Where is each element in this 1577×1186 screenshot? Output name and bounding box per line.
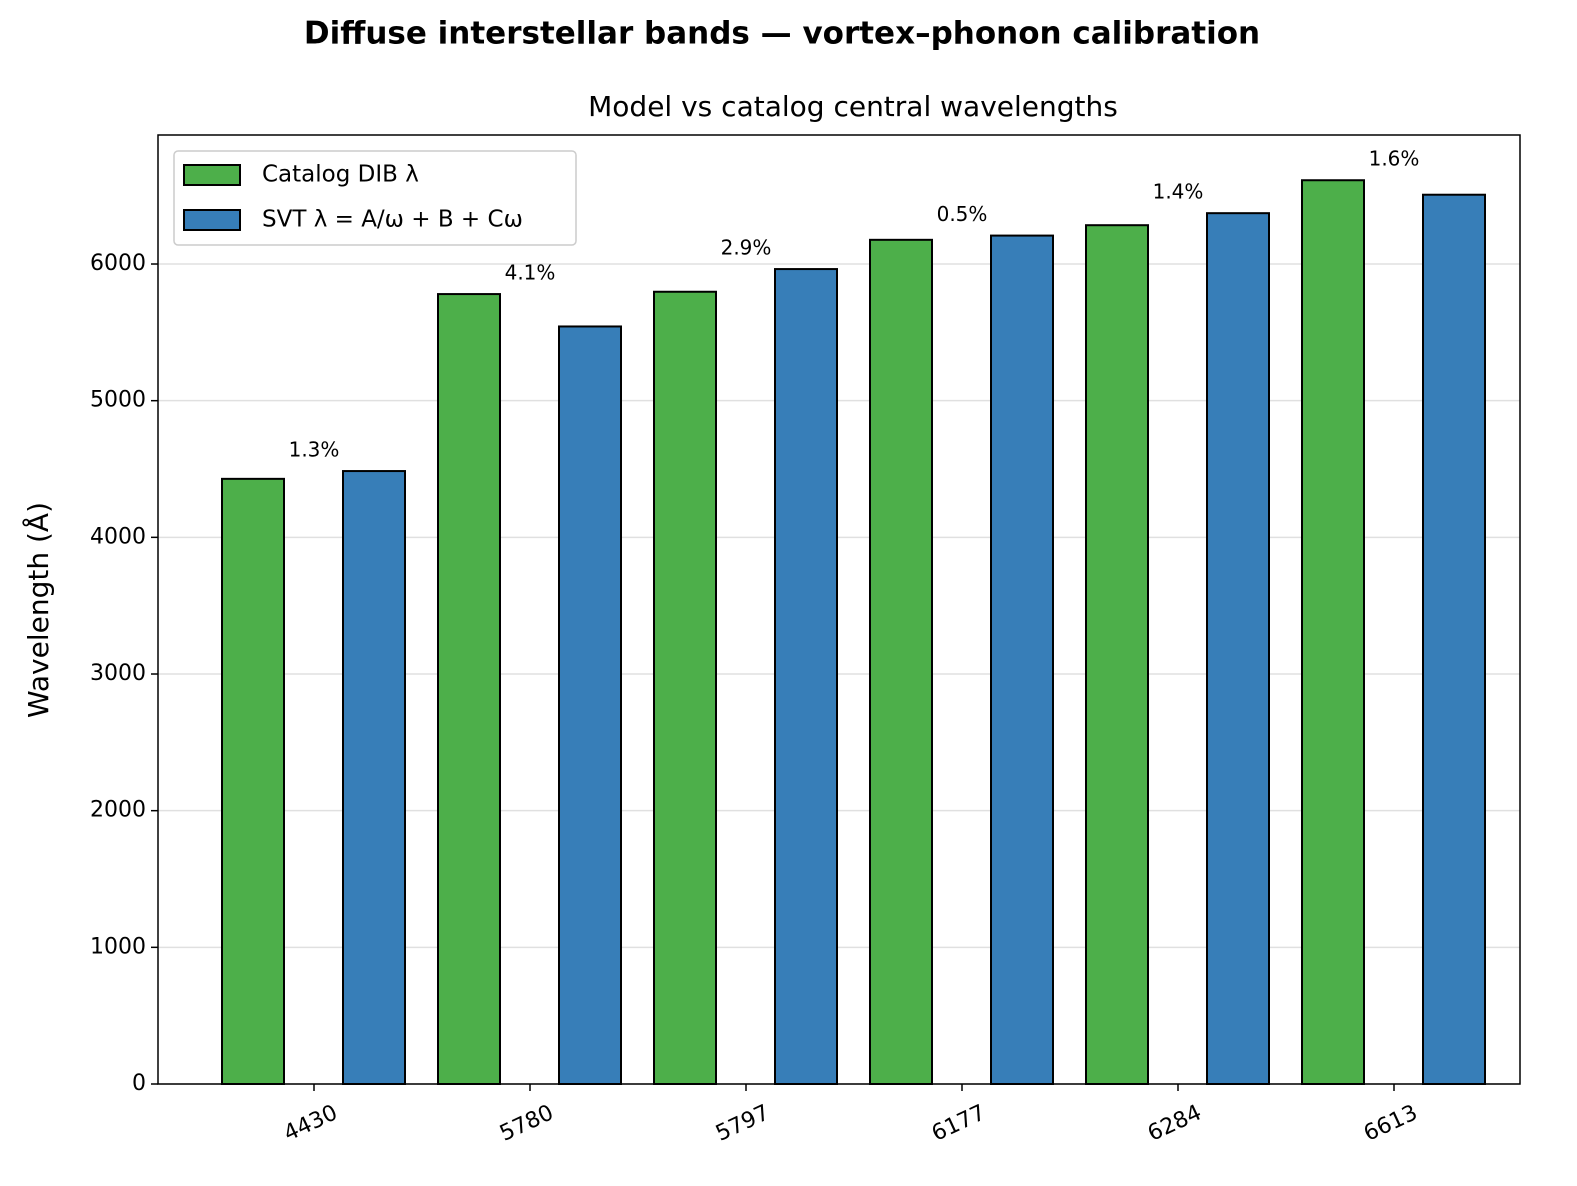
error-label: 4.1% (505, 261, 556, 285)
x-tick-label: 6284 (1144, 1100, 1205, 1146)
x-tick-label: 5797 (712, 1100, 773, 1146)
legend-swatch (183, 209, 241, 231)
bar (653, 290, 717, 1085)
bar (990, 234, 1054, 1085)
chart-title: Diffuse interstellar bands — vortex–phon… (304, 16, 1260, 52)
error-label: 2.9% (721, 236, 772, 260)
bar (1085, 224, 1149, 1085)
bar (774, 268, 838, 1085)
y-tick-label: 5000 (90, 388, 146, 413)
legend-label: SVT λ = A/ω + B + Cω (262, 207, 523, 233)
y-tick-label: 2000 (90, 798, 146, 823)
bar (1206, 212, 1270, 1085)
y-tick-label: 6000 (90, 251, 146, 276)
bar (558, 325, 622, 1086)
chart-subtitle: Model vs catalog central wavelengths (588, 90, 1118, 123)
x-tick-label: 6177 (928, 1100, 989, 1146)
bar (869, 238, 933, 1086)
y-tick-label: 4000 (90, 524, 146, 549)
bar (342, 470, 406, 1086)
bar (437, 293, 501, 1085)
legend-swatch (183, 164, 241, 186)
y-tick-label: 3000 (90, 661, 146, 686)
x-tick-label: 5780 (496, 1100, 557, 1146)
y-tick-label: 0 (132, 1071, 146, 1096)
error-label: 1.4% (1153, 180, 1204, 204)
bar (1422, 193, 1486, 1086)
legend-label: Catalog DIB λ (262, 162, 419, 188)
plot-frame (157, 134, 1521, 1085)
legend-box (173, 150, 577, 246)
error-label: 1.3% (289, 438, 340, 462)
error-label: 1.6% (1369, 147, 1420, 171)
x-tick-label: 6613 (1360, 1100, 1421, 1146)
bar (1301, 179, 1365, 1086)
bar (221, 477, 285, 1085)
y-tick-label: 1000 (90, 934, 146, 959)
y-axis-label: Wavelength (Å) (21, 502, 55, 718)
x-tick-label: 4430 (280, 1100, 341, 1146)
error-label: 0.5% (937, 202, 988, 226)
